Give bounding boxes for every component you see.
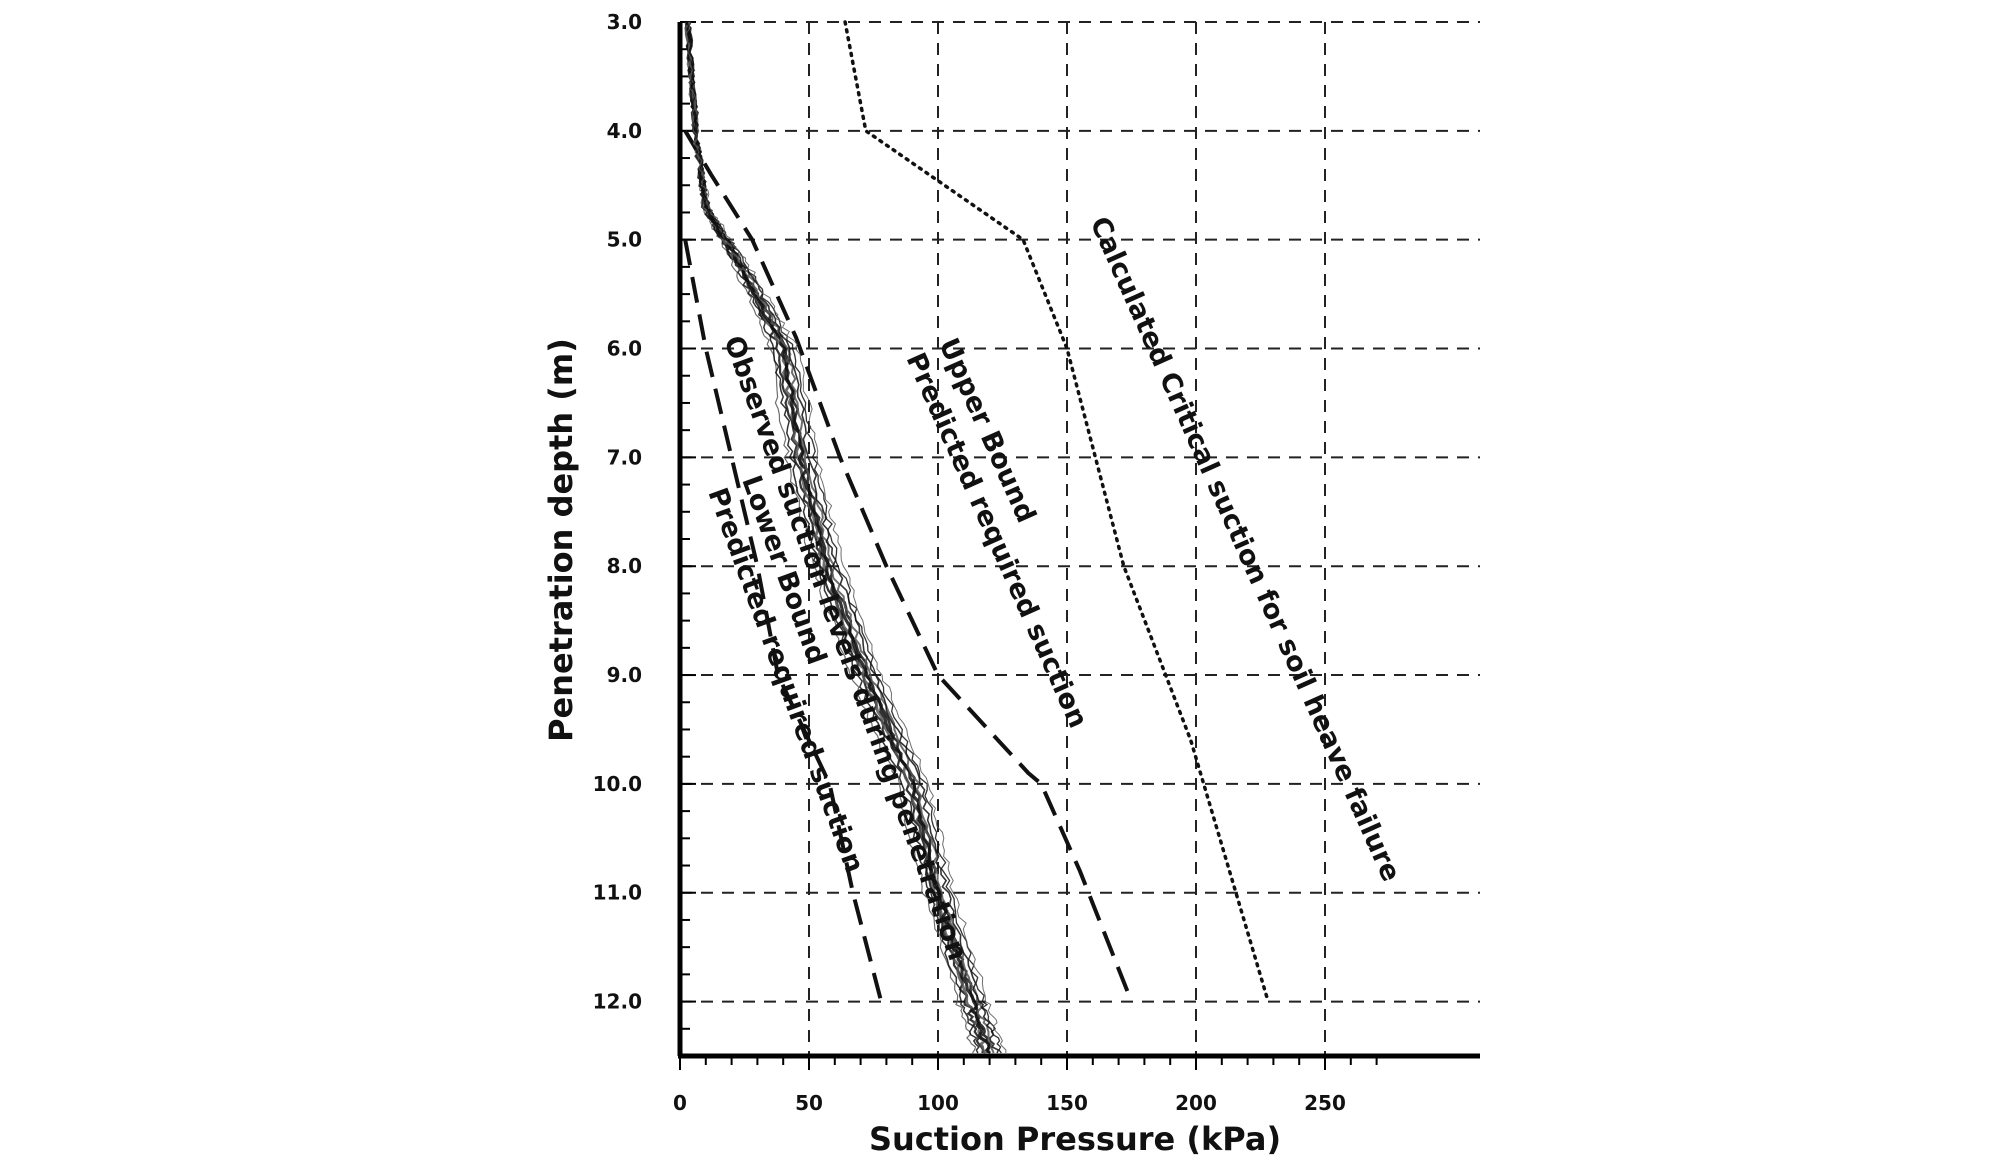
observed-trace — [686, 21, 1002, 1054]
series-group — [683, 20, 1270, 1055]
observed-suction-traces — [684, 21, 1007, 1055]
observed-trace — [684, 21, 995, 1054]
x-tick-label: 250 — [1304, 1091, 1346, 1115]
observed-trace — [685, 21, 1007, 1054]
x-tick-label: 200 — [1175, 1091, 1217, 1115]
tick-labels: 3.0 4.0 5.0 6.0 7.0 8.0 9.0 10.0 11.0 12.0 0 50 100 1… — [593, 10, 1346, 1115]
y-tick-label: 10.0 — [593, 772, 642, 796]
y-tick-label: 6.0 — [607, 337, 642, 361]
x-tick-label: 0 — [673, 1091, 687, 1115]
annotation-critical-suction: Calculated Critical suction for soil hea… — [1084, 212, 1407, 886]
y-tick-label: 8.0 — [607, 554, 642, 578]
x-tick-label: 150 — [1046, 1091, 1088, 1115]
grid — [680, 21, 1480, 1056]
critical-suction-line — [843, 20, 1270, 1004]
y-tick-label: 9.0 — [607, 663, 642, 687]
y-axis-title: Penetration depth (m) — [542, 338, 580, 742]
annotation-critical-suction-line: Calculated Critical suction for soil hea… — [1084, 212, 1407, 886]
x-axis-title: Suction Pressure (kPa) — [869, 1120, 1281, 1158]
y-tick-label: 4.0 — [607, 119, 642, 143]
x-tick-label: 50 — [795, 1091, 823, 1115]
y-tick-label: 3.0 — [607, 10, 642, 34]
y-tick-label: 11.0 — [593, 881, 642, 905]
y-tick-label: 12.0 — [593, 990, 642, 1014]
y-tick-label: 5.0 — [607, 228, 642, 252]
x-tick-label: 100 — [917, 1091, 959, 1115]
annotations: Calculated Critical suction for soil hea… — [701, 212, 1406, 964]
upper-bound-line — [683, 129, 1134, 1003]
observed-trace — [684, 21, 991, 1054]
y-tick-label: 7.0 — [607, 445, 642, 469]
